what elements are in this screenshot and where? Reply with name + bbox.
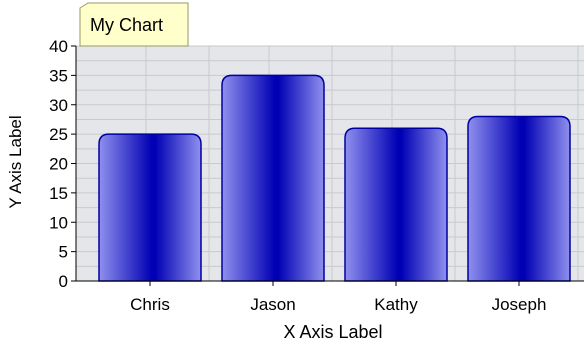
chart-title-tab: My Chart (79, 2, 189, 47)
x-tick-label-chris: Chris (130, 295, 170, 314)
x-tick-label-joseph: Joseph (492, 295, 547, 314)
bar-jason (221, 74, 325, 282)
y-tick-label: 5 (59, 243, 68, 262)
bar-kathy (344, 127, 448, 282)
y-tick-label: 15 (49, 184, 68, 203)
y-axis-title: Y Axis Label (6, 115, 25, 208)
chart-title-box (79, 2, 189, 47)
y-tick-label: 35 (49, 66, 68, 85)
bar-chris (98, 133, 202, 282)
chart-title: My Chart (90, 15, 163, 35)
x-tick-label-kathy: Kathy (374, 295, 418, 314)
x-tick-label-jason: Jason (250, 295, 295, 314)
y-tick-label: 30 (49, 96, 68, 115)
y-tick-label: 10 (49, 213, 68, 232)
y-tick-label: 25 (49, 125, 68, 144)
y-tick-label: 40 (49, 37, 68, 56)
x-axis-title: X Axis Label (283, 322, 382, 342)
bar-joseph (467, 115, 571, 282)
y-tick-label: 20 (49, 155, 68, 174)
y-tick-label: 0 (59, 272, 68, 291)
